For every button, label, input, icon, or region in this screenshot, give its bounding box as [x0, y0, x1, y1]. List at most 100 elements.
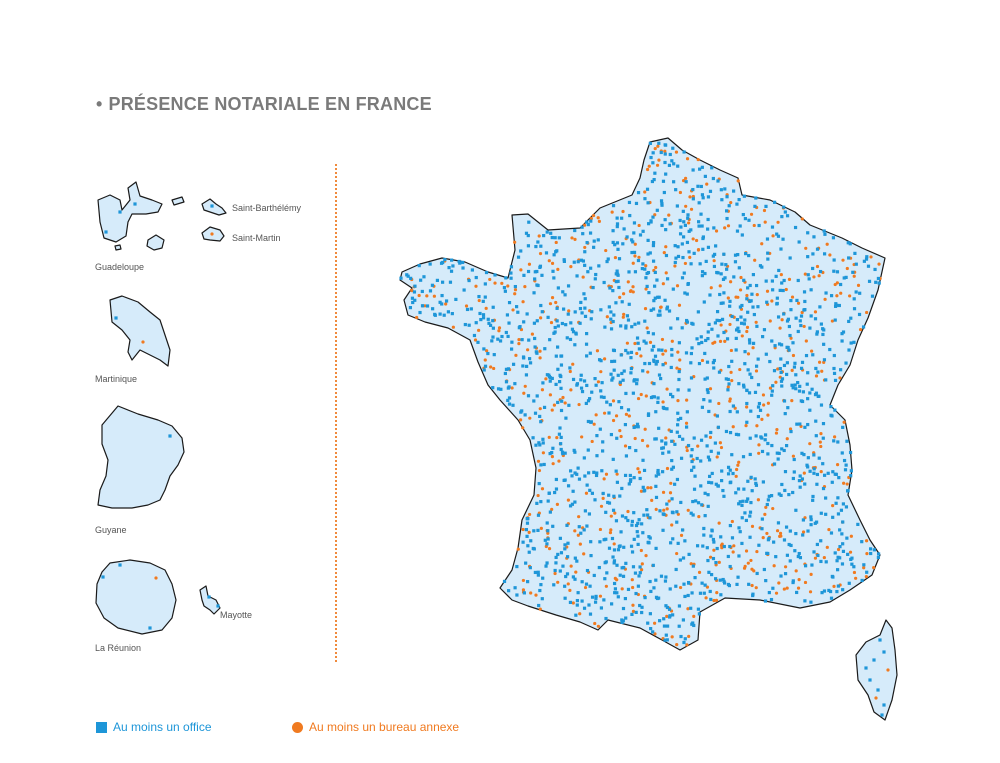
annexe-marker — [646, 444, 650, 448]
office-marker — [725, 195, 729, 199]
office-marker — [829, 404, 833, 409]
annexe-marker — [849, 534, 853, 538]
office-marker — [626, 318, 631, 322]
office-marker — [837, 303, 841, 308]
office-marker — [597, 264, 601, 268]
office-marker — [807, 277, 811, 281]
office-marker — [882, 703, 886, 707]
annexe-marker — [665, 466, 670, 471]
office-marker — [559, 374, 563, 379]
office-marker — [627, 270, 631, 274]
annexe-marker — [599, 370, 603, 374]
office-marker — [689, 606, 693, 610]
office-marker — [450, 312, 454, 316]
office-marker — [628, 479, 633, 483]
office-marker — [727, 364, 731, 369]
annexe-marker — [596, 624, 601, 628]
office-marker — [481, 299, 485, 303]
annexe-marker — [833, 435, 837, 439]
annexe-marker — [488, 277, 492, 282]
annexe-marker — [774, 591, 779, 595]
office-marker — [806, 371, 810, 375]
office-marker — [726, 377, 730, 382]
office-marker — [748, 283, 752, 288]
office-marker — [726, 388, 730, 392]
office-marker — [637, 518, 641, 522]
office-marker — [604, 537, 608, 541]
office-marker — [849, 474, 853, 478]
annexe-marker — [640, 438, 645, 443]
office-marker — [812, 235, 816, 239]
annexe-marker — [613, 511, 617, 515]
office-marker — [844, 275, 848, 279]
office-marker — [606, 500, 610, 505]
office-marker — [664, 253, 669, 258]
annexe-marker — [526, 348, 530, 352]
office-marker — [660, 348, 664, 352]
annexe-marker — [674, 150, 679, 154]
office-marker — [703, 174, 707, 178]
annexe-marker — [685, 157, 690, 161]
office-marker — [413, 298, 417, 302]
office-marker — [708, 399, 712, 403]
office-marker — [596, 238, 600, 242]
annexe-marker — [803, 272, 807, 276]
annexe-marker — [862, 566, 866, 570]
annexe-marker — [644, 264, 648, 268]
annexe-marker — [775, 529, 780, 533]
annexe-marker — [723, 226, 727, 230]
office-marker — [625, 314, 630, 318]
office-marker — [856, 522, 860, 527]
office-marker — [443, 257, 447, 262]
annexe-marker — [817, 274, 821, 278]
office-marker — [474, 321, 478, 325]
office-marker — [635, 382, 639, 386]
office-marker — [770, 389, 774, 393]
office-marker — [549, 231, 553, 235]
office-marker — [754, 483, 759, 487]
office-marker — [741, 455, 746, 459]
office-marker — [777, 268, 781, 273]
office-marker — [463, 322, 467, 327]
office-marker — [428, 262, 432, 266]
annexe-marker — [790, 295, 795, 299]
office-marker — [507, 300, 512, 305]
office-marker — [770, 225, 775, 229]
office-marker — [772, 200, 777, 204]
office-marker — [440, 280, 445, 284]
annexe-marker — [636, 467, 640, 471]
annexe-marker — [802, 324, 806, 329]
office-marker — [525, 312, 529, 316]
office-marker — [776, 234, 781, 238]
office-marker — [645, 508, 649, 512]
office-marker — [805, 382, 809, 386]
office-marker — [503, 289, 507, 293]
office-marker — [592, 239, 596, 243]
office-marker — [413, 284, 417, 288]
office-marker — [714, 577, 718, 581]
annexe-marker — [736, 295, 740, 299]
office-marker — [500, 334, 504, 339]
office-marker — [507, 321, 511, 325]
office-marker — [831, 470, 835, 474]
office-marker — [642, 468, 647, 473]
office-marker — [599, 359, 603, 363]
office-marker — [704, 259, 708, 263]
office-marker — [737, 382, 741, 386]
office-marker — [735, 317, 740, 322]
office-markers — [101, 141, 886, 717]
office-marker — [821, 422, 826, 426]
office-marker — [490, 339, 494, 343]
office-marker — [740, 541, 744, 546]
office-marker — [841, 588, 845, 592]
office-marker — [774, 274, 778, 278]
annexe-marker — [848, 550, 853, 554]
office-marker — [579, 300, 583, 305]
office-marker — [766, 498, 770, 502]
office-marker — [864, 666, 868, 670]
office-marker — [207, 595, 211, 599]
office-marker — [647, 361, 652, 366]
office-marker — [681, 437, 685, 441]
office-marker — [598, 540, 602, 544]
office-marker — [589, 420, 593, 424]
